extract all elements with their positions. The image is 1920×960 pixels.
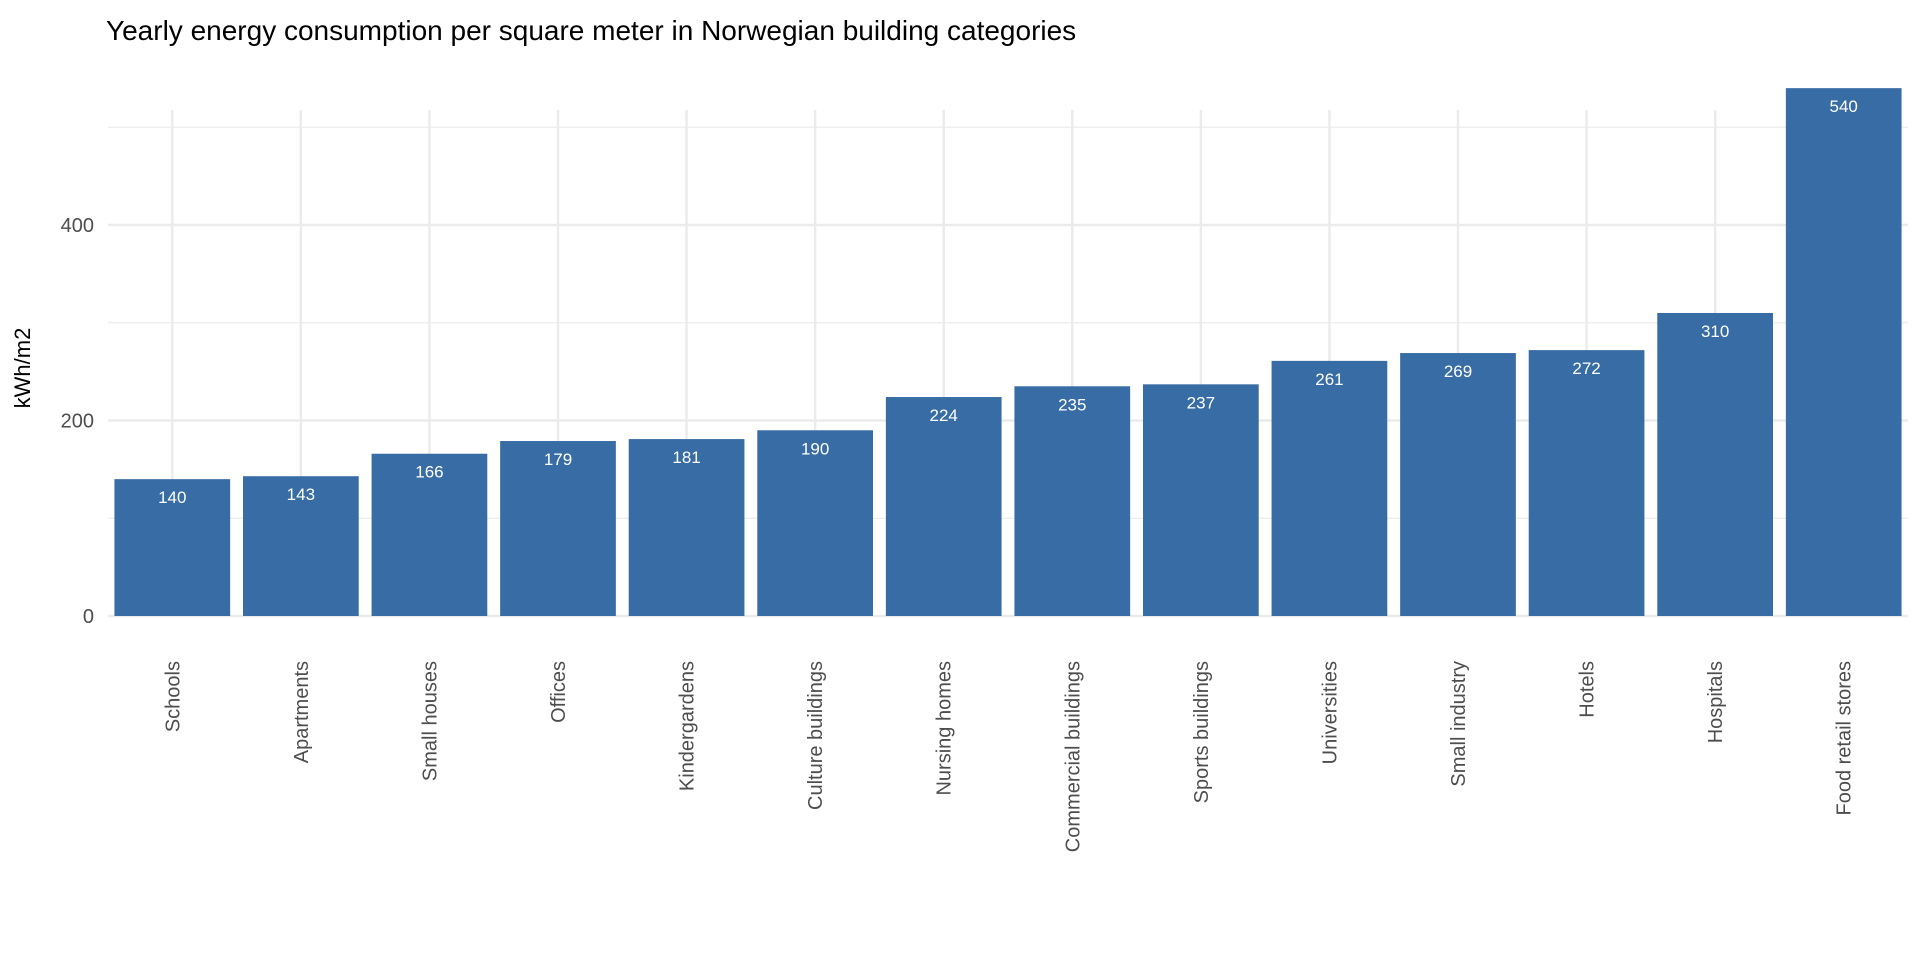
bar xyxy=(243,476,359,616)
data-label: 237 xyxy=(1187,393,1215,412)
bars: 140 143 166 179 181 190 224 235 237 261 269 272 310 5… xyxy=(114,88,1902,616)
data-label: 224 xyxy=(930,406,958,425)
bar xyxy=(628,439,745,616)
data-label: 179 xyxy=(544,450,572,469)
y-tick-label: 400 xyxy=(61,215,94,237)
bar xyxy=(1785,88,1902,616)
bar xyxy=(1271,360,1388,616)
x-tick-label: Apartments xyxy=(291,661,313,763)
bar xyxy=(1400,353,1516,616)
data-label: 540 xyxy=(1830,97,1858,116)
x-tick-label: Small industry xyxy=(1448,661,1470,787)
y-tick-label: 0 xyxy=(83,606,94,628)
data-label: 166 xyxy=(415,463,443,482)
data-label: 272 xyxy=(1572,359,1600,378)
x-tick-label: Commercial buildings xyxy=(1062,661,1084,852)
y-axis-label: kWh/m2 xyxy=(10,328,35,409)
bar xyxy=(1014,386,1131,616)
y-axis: 0 200 400 xyxy=(61,215,94,628)
bar xyxy=(757,430,873,616)
bar xyxy=(1528,350,1645,616)
data-label: 190 xyxy=(801,439,829,458)
data-label: 261 xyxy=(1315,370,1343,389)
x-tick-label: Offices xyxy=(548,661,570,723)
x-axis: Schools Apartments Small houses Offices Kind… xyxy=(162,661,1855,852)
data-label: 181 xyxy=(672,448,700,467)
chart-title: Yearly energy consumption per square met… xyxy=(106,15,1076,46)
data-label: 269 xyxy=(1444,362,1472,381)
x-tick-label: Kindergardens xyxy=(677,661,699,791)
bar xyxy=(114,479,231,616)
bar xyxy=(1657,312,1773,616)
x-tick-label: Schools xyxy=(162,661,184,732)
x-tick-label: Hospitals xyxy=(1705,661,1727,743)
bar xyxy=(885,397,1002,616)
bar xyxy=(500,441,616,616)
data-label: 235 xyxy=(1058,395,1086,414)
x-tick-label: Universities xyxy=(1319,661,1341,764)
bar xyxy=(371,453,488,616)
x-tick-label: Sports buildings xyxy=(1191,661,1213,803)
x-tick-label: Food retail stores xyxy=(1834,661,1856,816)
x-tick-label: Hotels xyxy=(1577,661,1599,718)
y-tick-label: 200 xyxy=(61,411,94,433)
x-tick-label: Nursing homes xyxy=(934,661,956,796)
data-label: 310 xyxy=(1701,322,1729,341)
data-label: 143 xyxy=(287,485,315,504)
data-label: 140 xyxy=(158,488,186,507)
x-tick-label: Culture buildings xyxy=(805,661,827,810)
x-tick-label: Small houses xyxy=(419,661,441,781)
bar xyxy=(1143,384,1259,616)
